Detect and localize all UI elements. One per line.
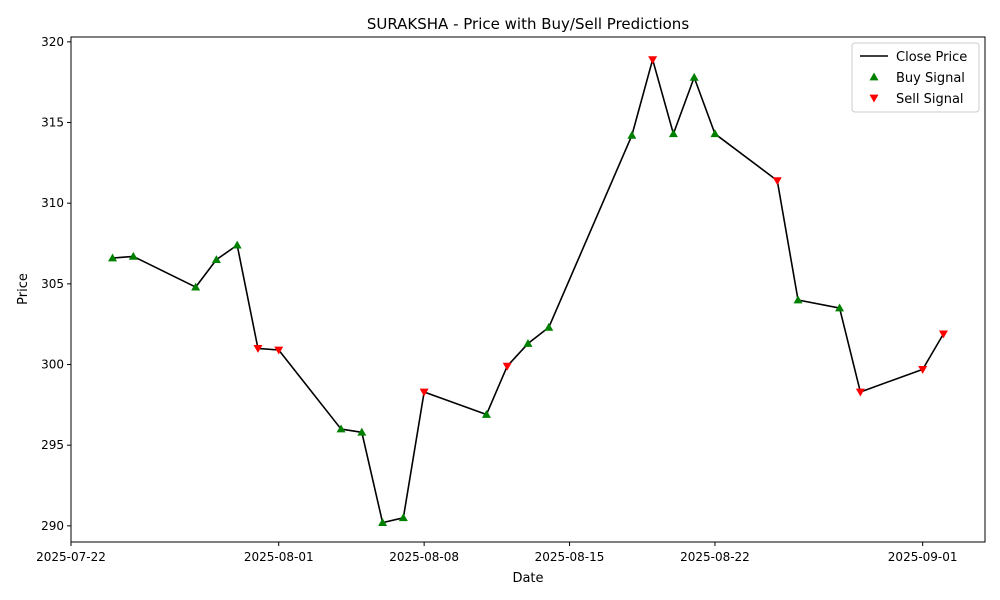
buy-signal-marker [710, 129, 720, 138]
buy-signal-marker [627, 130, 637, 139]
buy-signal-marker [336, 424, 346, 433]
legend: Close Price Buy Signal Sell Signal [851, 42, 980, 113]
sell-signal-marker [648, 56, 658, 65]
buy-signal-marker [481, 410, 491, 418]
buy-signal-marker [232, 240, 242, 249]
sell-signal-marker [253, 345, 263, 353]
buy-signal-marker [211, 255, 221, 264]
buy-signal-marker [378, 518, 388, 527]
buy-signal-marker [689, 72, 699, 81]
legend-label: Close Price [896, 50, 967, 65]
legend-sell-swatch [869, 94, 879, 103]
x-axis-label: Date [512, 571, 543, 586]
buy-signal-marker [128, 251, 138, 260]
chart-title: SURAKSHA - Price with Buy/Sell Predictio… [367, 15, 689, 33]
x-tick-label: 2025-08-22 [680, 550, 750, 564]
x-tick-label: 2025-08-15 [535, 550, 605, 564]
buy-signal-marker [544, 322, 554, 331]
sell-signal-marker [772, 177, 782, 186]
x-tick-label: 2025-07-22 [36, 550, 106, 564]
legend-box [851, 42, 980, 113]
axes-frame [70, 36, 986, 543]
y-tick-label: 295 [41, 438, 64, 452]
y-tick-label: 310 [41, 196, 64, 210]
x-tick-label: 2025-08-01 [244, 550, 314, 564]
y-tick-label: 290 [41, 519, 64, 533]
sell-signal-marker [274, 346, 284, 355]
legend-label: Sell Signal [896, 92, 964, 107]
x-tick-label: 2025-08-08 [389, 550, 459, 564]
y-tick-label: 300 [41, 358, 64, 372]
x-tick-label: 2025-09-01 [888, 550, 958, 564]
buy-signal-marker [398, 513, 408, 522]
buy-signal-marker [835, 303, 845, 312]
sell-signal-marker [419, 388, 429, 397]
buy-signal-marker [357, 427, 367, 436]
plot-area [70, 36, 986, 543]
close-price-line [112, 58, 945, 524]
y-tick-label: 315 [41, 116, 64, 130]
buy-signal-marker [523, 339, 533, 347]
y-tick-label: 305 [41, 277, 64, 291]
legend-label: Buy Signal [896, 71, 965, 86]
sell-signal-marker [855, 388, 865, 397]
y-axis-label: Price [16, 273, 31, 305]
buy-signal-marker [668, 129, 678, 138]
x-axis-ticks: 2025-07-22 2025-08-01 2025-08-08 2025-08-15… [36, 542, 958, 564]
legend-buy-swatch [869, 72, 879, 81]
buy-signal-marker [108, 253, 118, 262]
y-axis-ticks: 290 295 300 305 310 315 320 [41, 35, 71, 533]
buy-signal-marker [191, 282, 201, 291]
buy-signal-marker [793, 295, 803, 304]
sell-signal-marker [918, 365, 928, 374]
sell-signal-marker [938, 330, 948, 339]
y-tick-label: 320 [41, 35, 64, 49]
sell-signal-marker [502, 362, 512, 371]
